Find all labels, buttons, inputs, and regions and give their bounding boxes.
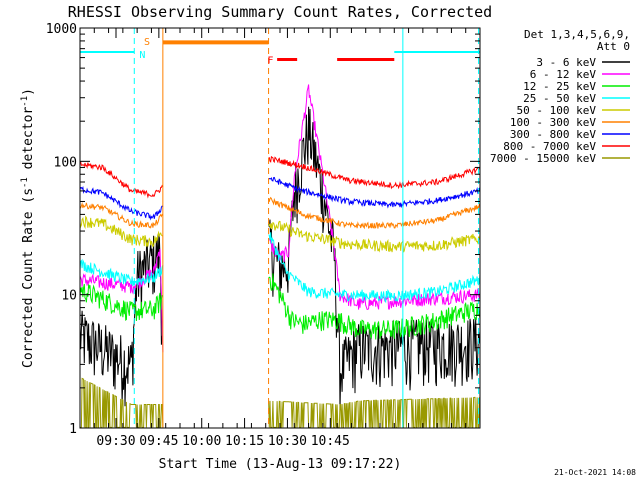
y-axis-label-part: Corrected Count Rate (s [21, 188, 36, 368]
legend-label: 25 - 50 keV [523, 92, 596, 105]
series-line-100-300-seg1 [79, 201, 164, 229]
series-line-6-12-seg2 [268, 84, 481, 310]
series-line-50-100-seg2 [268, 220, 481, 253]
x-tick-label: 09:45 [139, 434, 178, 449]
series-line-100-300-seg2 [268, 196, 481, 230]
series-line-7000-15000-seg1 [80, 377, 164, 428]
event-label-f: F [267, 56, 273, 67]
legend-label: 6 - 12 keV [530, 68, 597, 81]
y-axis-label-part: detector [21, 107, 36, 178]
x-tick-label: 09:30 [96, 434, 135, 449]
legend-label: 100 - 300 keV [510, 116, 596, 129]
y-tick-label: 10 [61, 289, 77, 304]
x-axis-label: Start Time (13-Aug-13 09:17:22) [159, 457, 402, 472]
y-tick-label: 1 [69, 422, 77, 437]
event-label-n: N [139, 50, 145, 61]
series-line-12-25-seg2 [268, 273, 481, 340]
series-line-50-100-seg1 [79, 215, 164, 248]
chart-title: RHESSI Observing Summary Count Rates, Co… [68, 3, 492, 21]
timestamp: 21-Oct-2021 14:08 [554, 468, 636, 477]
legend-label: 800 - 7000 keV [503, 140, 596, 153]
y-axis-label-part: ) [21, 88, 36, 96]
series-line-6-12-seg1 [79, 248, 164, 353]
series-line-3-6-seg1 [79, 234, 164, 407]
series-line-3-6-seg2 [268, 106, 481, 411]
series-line-7000-15000-seg2 [268, 396, 481, 428]
legend-label: 300 - 800 keV [510, 128, 596, 141]
series-line-25-50-seg1 [79, 258, 164, 287]
series-line-300-800-seg1 [79, 185, 164, 221]
legend-label: 50 - 100 keV [517, 104, 597, 117]
series-line-12-25-seg1 [79, 283, 164, 322]
y-axis-label-exponent: -1 [20, 96, 30, 107]
tick-layer: 1 10 100 1000 09:30 09:45 10:00 10:15 10:30 10:45 [46, 22, 481, 449]
legend-label: 12 - 25 keV [523, 80, 596, 93]
y-axis-label: Corrected Count Rate (s-1 detector-1) [20, 88, 36, 368]
series-line-800-7000-seg2 [268, 155, 481, 190]
legend-label: 3 - 6 keV [536, 56, 596, 69]
x-tick-label: 10:00 [182, 434, 221, 449]
x-tick-label: 10:15 [225, 434, 264, 449]
y-tick-label: 1000 [46, 22, 77, 37]
x-tick-label: 10:30 [268, 434, 307, 449]
y-axis-label-exponent: -1 [20, 177, 30, 188]
event-label-s: S [144, 37, 150, 48]
series-line-800-7000-seg1 [79, 161, 164, 199]
plot-frame [79, 27, 481, 429]
series-layer [79, 84, 481, 428]
y-tick-label: 100 [54, 155, 77, 170]
legend-header: Det 1,3,4,5,6,9, [524, 28, 630, 41]
series-line-300-800-seg2 [268, 176, 481, 209]
legend-label: 7000 - 15000 keV [490, 152, 596, 165]
series-line-25-50-seg2 [268, 232, 481, 304]
annotation-layer: NS F [79, 28, 480, 428]
legend-header: Att 0 [597, 40, 630, 53]
x-tick-label: 10:45 [311, 434, 350, 449]
